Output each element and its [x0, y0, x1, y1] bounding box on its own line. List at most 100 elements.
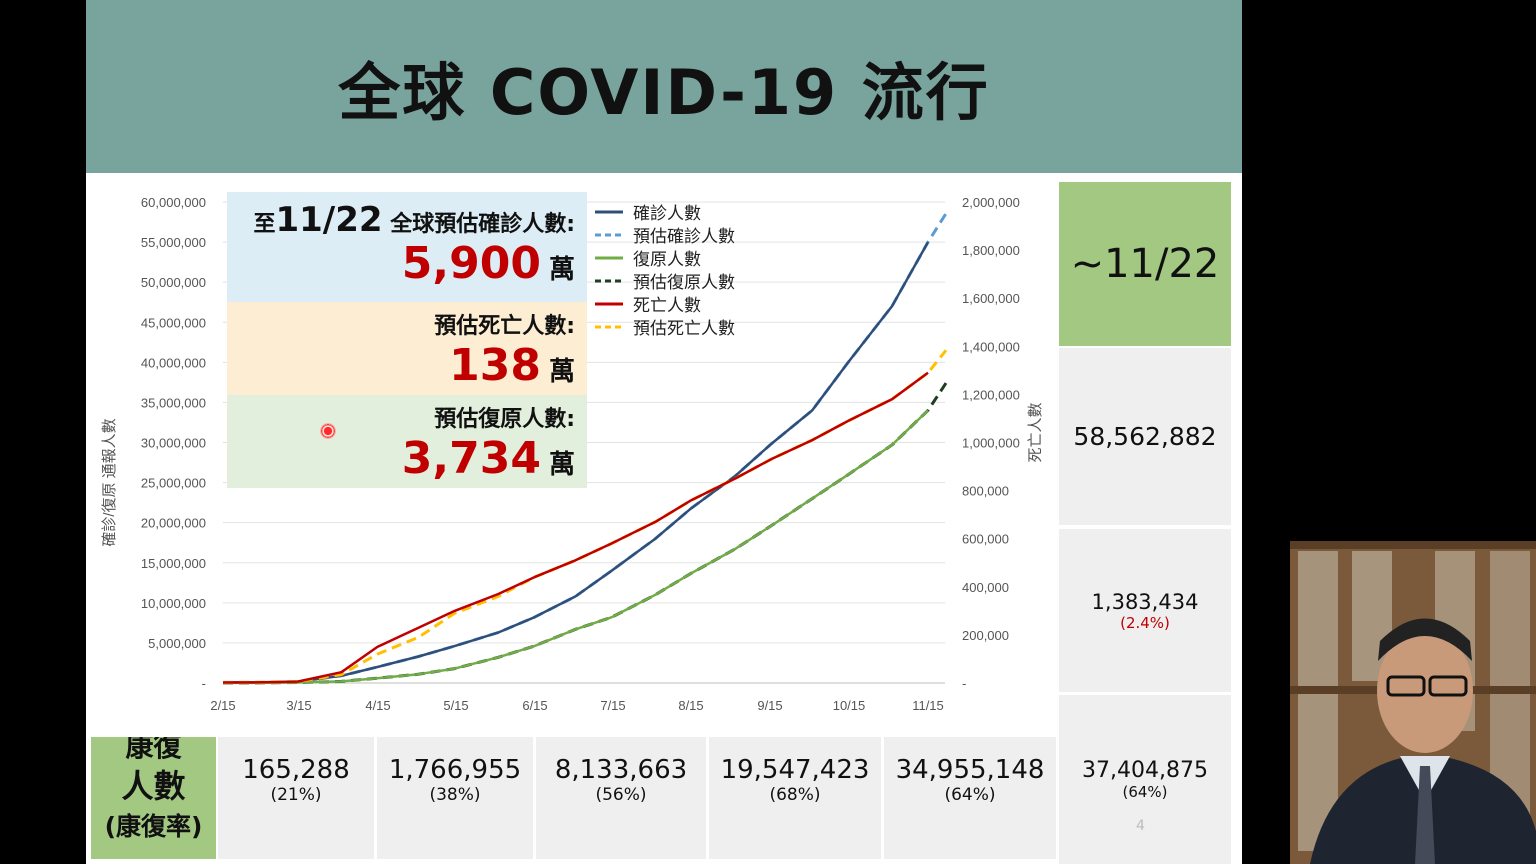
y2-tick-label: 2,000,000	[962, 195, 1020, 210]
webcam-video	[1290, 541, 1536, 864]
recovered-cell: 8,133,663 (56%)	[536, 737, 706, 859]
recovered-cell-value: 34,955,148	[895, 755, 1045, 785]
y2-axis-label: 死亡人數	[1027, 402, 1044, 462]
confirmed-value: 5,900	[401, 238, 541, 289]
death-unit: 萬	[548, 357, 575, 387]
chart-area: - 5,000,000 10,000,000 15,000,000 20,000,000…	[90, 176, 1056, 736]
x-tick-label: 8/15	[678, 698, 703, 713]
y-tick-label: 20,000,000	[141, 516, 206, 531]
row-label-line3: (康復率)	[104, 812, 203, 841]
y-tick-label: -	[202, 676, 206, 691]
legend-label: 預估死亡人數	[633, 319, 735, 339]
legend-swatch	[595, 256, 623, 259]
series-line	[222, 371, 929, 684]
x-tick-label: 7/15	[600, 698, 625, 713]
chart-legend: 確診人數預估確診人數 復原人數預估復原人數 死亡人數預估死亡人數	[595, 200, 735, 339]
y2-tick-label: 1,200,000	[962, 387, 1020, 402]
summary-recovered-rate: (64%)	[1122, 783, 1168, 801]
y-tick-label: 50,000,000	[141, 275, 206, 290]
y2-tick-label: -	[962, 676, 966, 691]
y-tick-label: 45,000,000	[141, 315, 206, 330]
recovered-cell-rate: (56%)	[595, 785, 647, 805]
recovered-value: 3,734	[401, 433, 541, 484]
legend-item: 預估確診人數	[595, 223, 735, 247]
y2-tick-label: 600,000	[962, 532, 1009, 547]
recovered-unit: 萬	[548, 450, 575, 480]
recovered-cell-value: 165,288	[242, 755, 350, 785]
y2-tick-label: 1,800,000	[962, 243, 1020, 258]
y2-tick-label: 800,000	[962, 484, 1009, 499]
y-tick-label: 25,000,000	[141, 476, 206, 491]
x-tick-label: 5/15	[443, 698, 468, 713]
recovered-row-label: 康復 人數 (康復率)	[91, 737, 216, 859]
recovered-cell-value: 8,133,663	[554, 755, 688, 785]
legend-swatch	[595, 302, 623, 305]
y2-tick-label: 400,000	[962, 580, 1009, 595]
legend-label: 預估確診人數	[633, 227, 735, 247]
summary-date: ~11/22	[1070, 241, 1220, 287]
recovered-cell-rate: (21%)	[270, 785, 322, 805]
legend-swatch	[595, 279, 623, 282]
confirmed-unit: 萬	[548, 255, 575, 285]
x-tick-label: 2/15	[210, 698, 235, 713]
legend-label: 確診人數	[633, 204, 701, 224]
death-info-box: 預估死亡人數: 138 萬	[227, 302, 587, 395]
confirmed-label-prefix: 至	[253, 212, 276, 237]
death-label: 預估死亡人數:	[434, 314, 575, 339]
legend-label: 預估復原人數	[633, 273, 735, 293]
presenter-image	[1290, 541, 1536, 864]
y-tick-label: 60,000,000	[141, 195, 206, 210]
slide-title: 全球 COVID-19 流行	[338, 55, 990, 129]
x-tick-label: 9/15	[757, 698, 782, 713]
recovered-info-box: 預估復原人數: 3,734 萬	[227, 395, 587, 488]
legend-item: 預估復原人數	[595, 269, 735, 293]
x-tick-label: 10/15	[833, 698, 866, 713]
series-line	[222, 409, 929, 685]
slide: 全球 COVID-19 流行 - 5,000,000 10,000,000 15,00…	[86, 0, 1242, 864]
confirmed-label-date: 11/22	[275, 200, 383, 240]
recovered-label: 預估復原人數:	[434, 407, 575, 432]
y-tick-label: 30,000,000	[141, 436, 206, 451]
recovered-cell-value: 1,766,955	[388, 755, 522, 785]
confirmed-info-box: 至11/22 全球預估確診人數: 5,900 萬	[227, 192, 587, 302]
legend-swatch	[595, 325, 623, 328]
legend-swatch	[595, 233, 623, 236]
legend-label: 死亡人數	[633, 296, 701, 316]
legend-swatch	[595, 210, 623, 213]
y-tick-label: 40,000,000	[141, 355, 206, 370]
legend-label: 復原人數	[633, 250, 701, 270]
recovered-cell: 19,547,423 (68%)	[709, 737, 881, 859]
x-tick-label: 4/15	[365, 698, 390, 713]
y2-tick-label: 200,000	[962, 628, 1009, 643]
row-label-line1: 康復	[125, 737, 182, 763]
y2-tick-label: 1,400,000	[962, 339, 1020, 354]
x-tick-label: 11/15	[912, 698, 944, 713]
recovered-cell: 1,766,955 (38%)	[377, 737, 533, 859]
x-tick-label: 3/15	[286, 698, 311, 713]
summary-deaths: 1,383,434	[1091, 589, 1199, 614]
summary-date-cell: ~11/22	[1059, 182, 1231, 346]
recovered-cell: 165,288 (21%)	[218, 737, 374, 859]
y-tick-label: 55,000,000	[141, 235, 206, 250]
death-value: 138	[449, 340, 541, 391]
y-tick-label: 5,000,000	[148, 636, 206, 651]
legend-item: 死亡人數	[595, 292, 735, 316]
y2-tick-label: 1,000,000	[962, 436, 1020, 451]
y-axis-label: 確診/復原 通報人數	[101, 418, 118, 546]
recovered-cell-rate: (68%)	[769, 785, 821, 805]
legend-item: 預估死亡人數	[595, 315, 735, 339]
title-bar: 全球 COVID-19 流行	[86, 0, 1242, 173]
recovered-cell: 34,955,148 (64%)	[884, 737, 1056, 859]
recovered-cell-value: 19,547,423	[720, 755, 870, 785]
y-tick-label: 35,000,000	[141, 395, 206, 410]
cursor-pointer-icon	[320, 423, 336, 439]
summary-recovered-cell: 37,404,875 (64%)	[1059, 695, 1231, 864]
page-number: 4	[1136, 818, 1145, 834]
summary-recovered: 37,404,875	[1082, 758, 1208, 783]
summary-death-rate: (2.4%)	[1120, 613, 1170, 632]
y-tick-label: 15,000,000	[141, 556, 206, 571]
y2-tick-label: 1,600,000	[962, 291, 1020, 306]
confirmed-label-suffix: 全球預估確診人數:	[382, 212, 575, 237]
summary-deaths-cell: 1,383,434 (2.4%)	[1059, 529, 1231, 692]
summary-cases-cell: 58,562,882	[1059, 348, 1231, 525]
